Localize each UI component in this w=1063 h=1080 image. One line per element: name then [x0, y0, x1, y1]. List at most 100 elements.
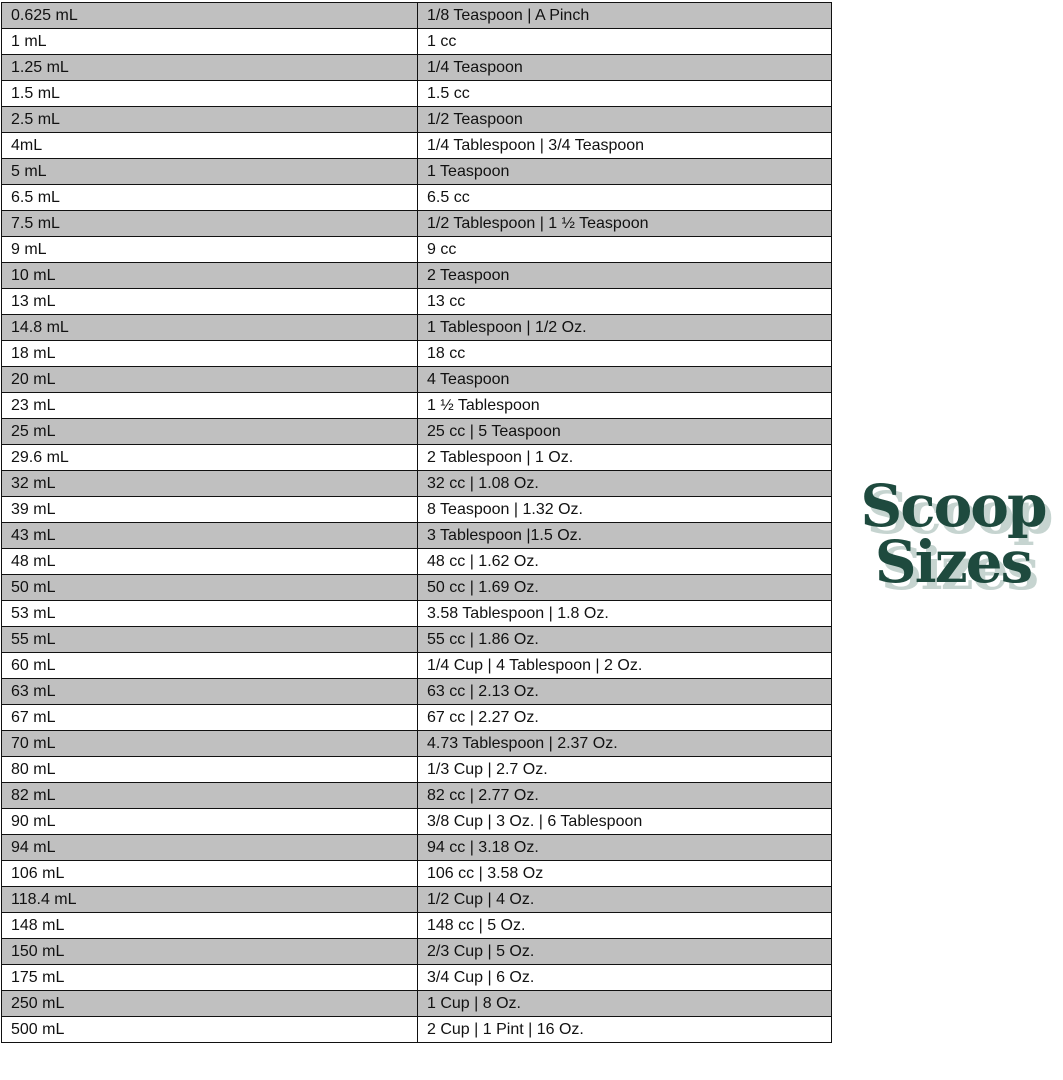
- equivalent-cell: 1/8 Teaspoon | A Pinch: [417, 2, 832, 29]
- equivalent-cell: 1/2 Teaspoon: [417, 106, 832, 133]
- table-row: 4mL 1/4 Tablespoon | 3/4 Teaspoon: [1, 132, 832, 159]
- equivalent-cell: 13 cc: [417, 288, 832, 315]
- ml-cell: 80 mL: [1, 756, 418, 783]
- table-row: 7.5 mL 1/2 Tablespoon | 1 ½ Teaspoon: [1, 210, 832, 237]
- ml-cell: 60 mL: [1, 652, 418, 679]
- title-line-2: Sizes: [874, 528, 1033, 596]
- ml-cell: 23 mL: [1, 392, 418, 419]
- ml-cell: 118.4 mL: [1, 886, 418, 913]
- ml-cell: 106 mL: [1, 860, 418, 887]
- equivalent-cell: 1/3 Cup | 2.7 Oz.: [417, 756, 832, 783]
- ml-cell: 39 mL: [1, 496, 418, 523]
- ml-cell: 175 mL: [1, 964, 418, 991]
- equivalent-cell: 1 Tablespoon | 1/2 Oz.: [417, 314, 832, 341]
- ml-cell: 148 mL: [1, 912, 418, 939]
- table-row: 1 mL 1 cc: [1, 28, 832, 55]
- equivalent-cell: 3.58 Tablespoon | 1.8 Oz.: [417, 600, 832, 627]
- ml-cell: 10 mL: [1, 262, 418, 289]
- ml-cell: 250 mL: [1, 990, 418, 1017]
- table-row: 48 mL 48 cc | 1.62 Oz.: [1, 548, 832, 575]
- equivalent-cell: 1 Teaspoon: [417, 158, 832, 185]
- equivalent-cell: 1 Cup | 8 Oz.: [417, 990, 832, 1017]
- table-row: 18 mL 18 cc: [1, 340, 832, 367]
- ml-cell: 25 mL: [1, 418, 418, 445]
- ml-cell: 20 mL: [1, 366, 418, 393]
- equivalent-cell: 1/4 Tablespoon | 3/4 Teaspoon: [417, 132, 832, 159]
- table-row: 25 mL 25 cc | 5 Teaspoon: [1, 418, 832, 445]
- table-row: 250 mL 1 Cup | 8 Oz.: [1, 990, 832, 1017]
- equivalent-cell: 4.73 Tablespoon | 2.37 Oz.: [417, 730, 832, 757]
- equivalent-cell: 48 cc | 1.62 Oz.: [417, 548, 832, 575]
- table-row: 500 mL 2 Cup | 1 Pint | 16 Oz.: [1, 1016, 832, 1043]
- equivalent-cell: 18 cc: [417, 340, 832, 367]
- equivalent-cell: 2 Teaspoon: [417, 262, 832, 289]
- table-row: 150 mL 2/3 Cup | 5 Oz.: [1, 938, 832, 965]
- ml-cell: 82 mL: [1, 782, 418, 809]
- ml-cell: 32 mL: [1, 470, 418, 497]
- ml-cell: 2.5 mL: [1, 106, 418, 133]
- ml-cell: 500 mL: [1, 1016, 418, 1043]
- ml-cell: 67 mL: [1, 704, 418, 731]
- equivalent-cell: 148 cc | 5 Oz.: [417, 912, 832, 939]
- ml-cell: 150 mL: [1, 938, 418, 965]
- scoop-sizes-title: Scoop Sizes: [848, 472, 1058, 596]
- equivalent-cell: 3/4 Cup | 6 Oz.: [417, 964, 832, 991]
- ml-cell: 90 mL: [1, 808, 418, 835]
- equivalent-cell: 2 Cup | 1 Pint | 16 Oz.: [417, 1016, 832, 1043]
- equivalent-cell: 1/2 Tablespoon | 1 ½ Teaspoon: [417, 210, 832, 237]
- table-row: 53 mL 3.58 Tablespoon | 1.8 Oz.: [1, 600, 832, 627]
- equivalent-cell: 1.5 cc: [417, 80, 832, 107]
- ml-cell: 29.6 mL: [1, 444, 418, 471]
- equivalent-cell: 1/4 Teaspoon: [417, 54, 832, 81]
- table-row: 0.625 mL 1/8 Teaspoon | A Pinch: [1, 2, 832, 29]
- ml-cell: 14.8 mL: [1, 314, 418, 341]
- title-line-1: Scoop: [860, 472, 1047, 540]
- table-row: 20 mL 4 Teaspoon: [1, 366, 832, 393]
- ml-cell: 6.5 mL: [1, 184, 418, 211]
- equivalent-cell: 1 ½ Tablespoon: [417, 392, 832, 419]
- ml-cell: 53 mL: [1, 600, 418, 627]
- table-row: 70 mL 4.73 Tablespoon | 2.37 Oz.: [1, 730, 832, 757]
- ml-cell: 13 mL: [1, 288, 418, 315]
- table-row: 63 mL 63 cc | 2.13 Oz.: [1, 678, 832, 705]
- ml-cell: 70 mL: [1, 730, 418, 757]
- ml-cell: 50 mL: [1, 574, 418, 601]
- table-row: 6.5 mL 6.5 cc: [1, 184, 832, 211]
- table-row: 175 mL 3/4 Cup | 6 Oz.: [1, 964, 832, 991]
- equivalent-cell: 2/3 Cup | 5 Oz.: [417, 938, 832, 965]
- table-row: 90 mL 3/8 Cup | 3 Oz. | 6 Tablespoon: [1, 808, 832, 835]
- table-row: 39 mL 8 Teaspoon | 1.32 Oz.: [1, 496, 832, 523]
- ml-cell: 1 mL: [1, 28, 418, 55]
- table-row: 82 mL 82 cc | 2.77 Oz.: [1, 782, 832, 809]
- ml-cell: 94 mL: [1, 834, 418, 861]
- table-row: 1.5 mL 1.5 cc: [1, 80, 832, 107]
- table-row: 13 mL 13 cc: [1, 288, 832, 315]
- equivalent-cell: 67 cc | 2.27 Oz.: [417, 704, 832, 731]
- ml-cell: 5 mL: [1, 158, 418, 185]
- ml-cell: 48 mL: [1, 548, 418, 575]
- ml-cell: 1.5 mL: [1, 80, 418, 107]
- ml-cell: 63 mL: [1, 678, 418, 705]
- ml-cell: 18 mL: [1, 340, 418, 367]
- table-row: 118.4 mL 1/2 Cup | 4 Oz.: [1, 886, 832, 913]
- equivalent-cell: 1 cc: [417, 28, 832, 55]
- scoop-size-table: 0.625 mL 1/8 Teaspoon | A Pinch 1 mL 1 cc 1.…: [1, 2, 832, 1043]
- equivalent-cell: 6.5 cc: [417, 184, 832, 211]
- ml-cell: 0.625 mL: [1, 2, 418, 29]
- equivalent-cell: 106 cc | 3.58 Oz: [417, 860, 832, 887]
- equivalent-cell: 55 cc | 1.86 Oz.: [417, 626, 832, 653]
- table-row: 55 mL 55 cc | 1.86 Oz.: [1, 626, 832, 653]
- table-row: 10 mL 2 Teaspoon: [1, 262, 832, 289]
- equivalent-cell: 3 Tablespoon |1.5 Oz.: [417, 522, 832, 549]
- equivalent-cell: 82 cc | 2.77 Oz.: [417, 782, 832, 809]
- equivalent-cell: 94 cc | 3.18 Oz.: [417, 834, 832, 861]
- table-row: 60 mL 1/4 Cup | 4 Tablespoon | 2 Oz.: [1, 652, 832, 679]
- equivalent-cell: 32 cc | 1.08 Oz.: [417, 470, 832, 497]
- equivalent-cell: 1/4 Cup | 4 Tablespoon | 2 Oz.: [417, 652, 832, 679]
- table-row: 32 mL 32 cc | 1.08 Oz.: [1, 470, 832, 497]
- table-row: 2.5 mL 1/2 Teaspoon: [1, 106, 832, 133]
- ml-cell: 55 mL: [1, 626, 418, 653]
- table-row: 148 mL 148 cc | 5 Oz.: [1, 912, 832, 939]
- table-row: 43 mL 3 Tablespoon |1.5 Oz.: [1, 522, 832, 549]
- table-row: 106 mL 106 cc | 3.58 Oz: [1, 860, 832, 887]
